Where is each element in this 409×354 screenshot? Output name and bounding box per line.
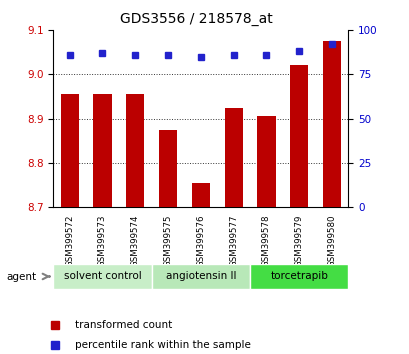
Bar <box>61 94 79 207</box>
Text: GSM399579: GSM399579 <box>294 214 303 267</box>
Bar <box>159 130 177 207</box>
Text: GSM399580: GSM399580 <box>327 214 336 267</box>
Bar <box>322 41 340 207</box>
Bar <box>257 116 275 207</box>
Bar <box>224 108 242 207</box>
Bar <box>93 94 111 207</box>
Text: agent: agent <box>6 272 36 282</box>
Bar <box>53 264 151 289</box>
Text: angiotensin II: angiotensin II <box>165 272 236 281</box>
Text: GSM399574: GSM399574 <box>130 214 139 267</box>
Text: percentile rank within the sample: percentile rank within the sample <box>75 340 251 350</box>
Text: solvent control: solvent control <box>63 272 141 281</box>
Text: GDS3556 / 218578_at: GDS3556 / 218578_at <box>120 12 272 27</box>
Text: GSM399576: GSM399576 <box>196 214 205 267</box>
Bar <box>126 94 144 207</box>
Text: GSM399577: GSM399577 <box>229 214 238 267</box>
Text: GSM399578: GSM399578 <box>261 214 270 267</box>
Text: GSM399573: GSM399573 <box>98 214 107 267</box>
Bar <box>151 264 249 289</box>
Text: GSM399575: GSM399575 <box>163 214 172 267</box>
Text: GSM399572: GSM399572 <box>65 214 74 267</box>
Bar <box>249 264 348 289</box>
Bar <box>290 65 308 207</box>
Text: transformed count: transformed count <box>75 320 172 330</box>
Text: torcetrapib: torcetrapib <box>270 272 328 281</box>
Bar <box>191 183 209 207</box>
